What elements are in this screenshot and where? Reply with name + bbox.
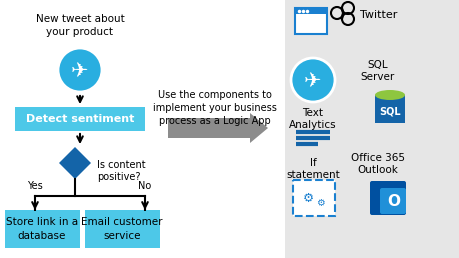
FancyBboxPatch shape (85, 210, 160, 248)
Text: ⚙: ⚙ (302, 191, 313, 205)
Text: Store link in a
database: Store link in a database (6, 217, 78, 241)
FancyBboxPatch shape (369, 181, 405, 215)
Text: Text
Analytics: Text Analytics (289, 108, 336, 130)
FancyBboxPatch shape (5, 210, 80, 248)
FancyBboxPatch shape (292, 180, 334, 216)
Text: No: No (138, 181, 151, 191)
FancyBboxPatch shape (294, 8, 326, 34)
FancyBboxPatch shape (294, 8, 326, 14)
Text: If
statement: If statement (285, 158, 339, 180)
FancyBboxPatch shape (285, 0, 459, 258)
Text: New tweet about
your product: New tweet about your product (35, 14, 124, 37)
Text: Office 365
Outlook: Office 365 Outlook (350, 153, 404, 175)
Text: Use the components to
implement your business
process as a Logic App: Use the components to implement your bus… (153, 90, 276, 126)
Text: ⚙: ⚙ (315, 198, 324, 208)
Text: Yes: Yes (27, 181, 43, 191)
Text: SQL
Server: SQL Server (360, 60, 394, 82)
FancyArrow shape (168, 113, 268, 143)
Text: Detect sentiment: Detect sentiment (26, 114, 134, 124)
FancyBboxPatch shape (15, 107, 145, 131)
Text: ✈: ✈ (71, 61, 89, 81)
FancyBboxPatch shape (374, 95, 404, 123)
Polygon shape (59, 147, 91, 179)
Text: Is content
positive?: Is content positive? (97, 160, 146, 182)
Circle shape (291, 58, 334, 102)
Circle shape (58, 48, 102, 92)
Text: O: O (386, 194, 400, 208)
Ellipse shape (374, 90, 404, 100)
Text: Twitter: Twitter (359, 10, 397, 20)
Text: SQL: SQL (378, 107, 400, 117)
Text: Email customer
service: Email customer service (81, 217, 162, 241)
FancyBboxPatch shape (379, 188, 405, 214)
Text: ✈: ✈ (303, 71, 321, 91)
